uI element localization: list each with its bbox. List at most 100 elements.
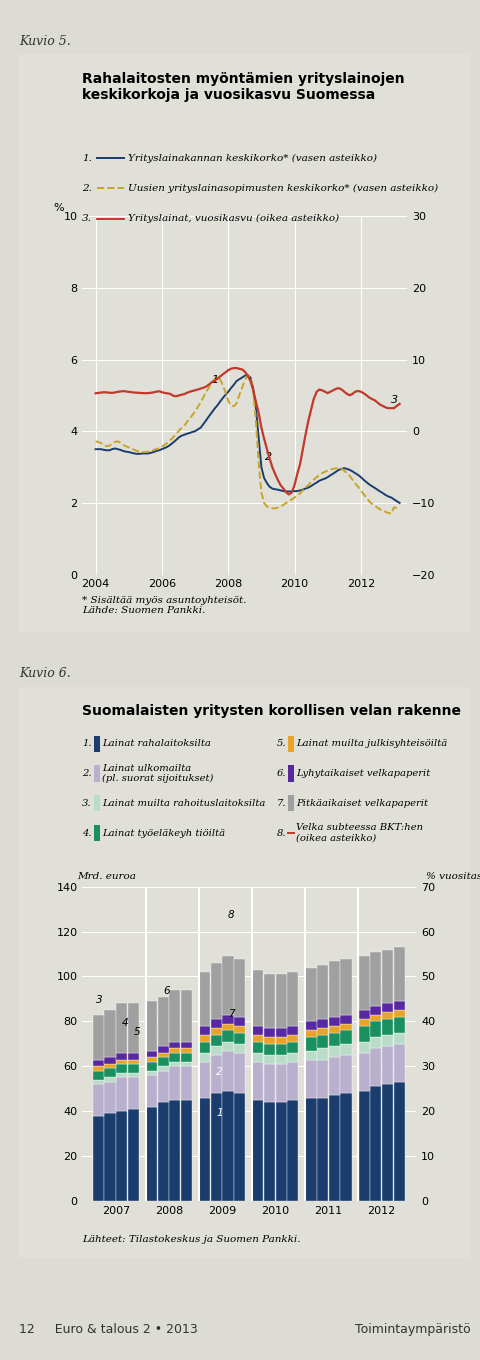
Bar: [305, 1050, 317, 1059]
Bar: [382, 1035, 393, 1046]
Bar: [359, 1042, 370, 1053]
Bar: [234, 1044, 245, 1053]
Bar: [93, 1084, 104, 1115]
Bar: [329, 1057, 340, 1095]
Bar: [211, 963, 222, 1019]
Bar: [234, 1053, 245, 1093]
Bar: [116, 1059, 127, 1064]
Bar: [264, 974, 275, 1028]
Text: 2.: 2.: [83, 184, 92, 193]
Bar: [146, 1070, 157, 1076]
Bar: [222, 1050, 234, 1091]
Bar: [329, 1046, 340, 1057]
Bar: [305, 1021, 317, 1031]
Text: Yrityslainat, vuosikasvu (oikea asteikko): Yrityslainat, vuosikasvu (oikea asteikko…: [128, 214, 339, 223]
Bar: [93, 1070, 104, 1080]
Bar: [128, 1004, 139, 1053]
Bar: [222, 1024, 234, 1031]
Text: Lainat muilta rahoituslaitoksilta: Lainat muilta rahoituslaitoksilta: [102, 798, 265, 808]
Bar: [264, 1028, 275, 1038]
Bar: [288, 1025, 299, 1035]
Bar: [199, 1042, 210, 1053]
Bar: [264, 1055, 275, 1064]
Bar: [234, 1025, 245, 1032]
Bar: [252, 1062, 264, 1100]
Bar: [382, 1046, 393, 1084]
Bar: [382, 1084, 393, 1201]
Text: 1: 1: [216, 1107, 223, 1118]
Bar: [305, 1059, 317, 1098]
Bar: [370, 952, 382, 1005]
Bar: [234, 959, 245, 1017]
Bar: [93, 1066, 104, 1070]
Bar: [305, 1038, 317, 1050]
Bar: [276, 1028, 287, 1038]
Text: 3: 3: [391, 394, 398, 404]
Bar: [169, 1066, 180, 1100]
Bar: [370, 1005, 382, 1015]
Bar: [317, 1019, 328, 1028]
Bar: [382, 1019, 393, 1035]
Text: Lähteet: Tilastokeskus ja Suomen Pankki.: Lähteet: Tilastokeskus ja Suomen Pankki.: [83, 1235, 301, 1243]
Text: 8: 8: [228, 910, 234, 921]
Text: Lainat rahalaitoksilta: Lainat rahalaitoksilta: [102, 740, 211, 748]
Bar: [93, 1059, 104, 1066]
Bar: [211, 1019, 222, 1028]
Text: 7: 7: [228, 1009, 235, 1019]
Bar: [340, 1015, 352, 1024]
Text: 2: 2: [216, 1068, 223, 1077]
Bar: [222, 1031, 234, 1042]
Bar: [222, 1042, 234, 1050]
Bar: [169, 990, 180, 1042]
Bar: [329, 960, 340, 1017]
Bar: [146, 1001, 157, 1050]
Bar: [157, 1066, 169, 1070]
Bar: [199, 972, 210, 1025]
Text: Lyhytaikaiset velkapaperit: Lyhytaikaiset velkapaperit: [296, 770, 430, 778]
Bar: [252, 1042, 264, 1053]
Bar: [264, 1038, 275, 1044]
Bar: [394, 948, 405, 1001]
Bar: [382, 1004, 393, 1012]
Text: 4: 4: [122, 1017, 128, 1028]
Bar: [181, 1100, 192, 1201]
Bar: [146, 1076, 157, 1107]
Bar: [340, 1055, 352, 1093]
Bar: [305, 1031, 317, 1038]
Bar: [288, 1062, 299, 1100]
Bar: [382, 1012, 393, 1019]
Text: Yrityslainakannan keskikorko* (vasen asteikko): Yrityslainakannan keskikorko* (vasen ast…: [128, 154, 377, 163]
Bar: [105, 1057, 116, 1064]
Bar: [276, 1064, 287, 1102]
Bar: [276, 1038, 287, 1044]
Bar: [181, 1049, 192, 1053]
Bar: [211, 1028, 222, 1035]
Bar: [288, 1042, 299, 1053]
Bar: [264, 1044, 275, 1055]
Bar: [157, 1053, 169, 1057]
Text: Lainat ulkomailta
(pl. suorat sijoitukset): Lainat ulkomailta (pl. suorat sijoitukse…: [102, 764, 213, 783]
Bar: [394, 1044, 405, 1083]
Bar: [146, 1057, 157, 1062]
Bar: [394, 1032, 405, 1044]
Text: 5.: 5.: [276, 740, 286, 748]
Text: 12     Euro & talous 2 • 2013: 12 Euro & talous 2 • 2013: [19, 1322, 198, 1336]
Bar: [199, 1053, 210, 1062]
Bar: [181, 1042, 192, 1049]
Bar: [317, 1098, 328, 1201]
Bar: [211, 1035, 222, 1046]
Text: Rahalaitosten myöntämien yrityslainojen
keskikorkoja ja vuosikasvu Suomessa: Rahalaitosten myöntämien yrityslainojen …: [83, 72, 405, 102]
Text: 6: 6: [163, 986, 170, 997]
Bar: [234, 1093, 245, 1201]
Bar: [394, 1017, 405, 1032]
Bar: [116, 1111, 127, 1201]
Bar: [157, 1102, 169, 1201]
Bar: [394, 1010, 405, 1017]
Bar: [116, 1077, 127, 1111]
Bar: [252, 1053, 264, 1062]
Bar: [370, 1015, 382, 1021]
Bar: [116, 1064, 127, 1073]
Bar: [305, 1098, 317, 1201]
Bar: [370, 1049, 382, 1087]
Bar: [317, 1035, 328, 1049]
